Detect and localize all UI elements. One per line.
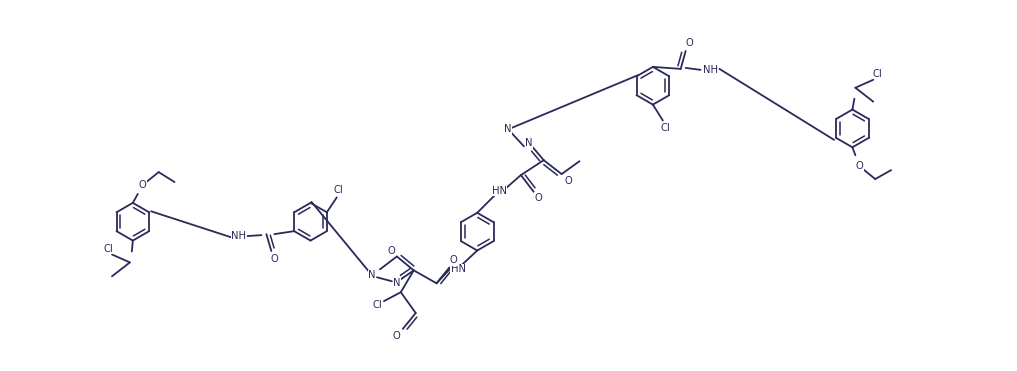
Text: Cl: Cl	[873, 69, 882, 79]
Text: O: O	[685, 38, 694, 48]
Text: O: O	[564, 176, 573, 186]
Text: NH: NH	[703, 65, 718, 75]
Text: O: O	[450, 256, 458, 265]
Text: N: N	[394, 278, 401, 288]
Text: O: O	[139, 180, 146, 190]
Text: N: N	[525, 138, 533, 148]
Text: HN: HN	[451, 265, 466, 275]
Text: NH: NH	[231, 231, 246, 241]
Text: HN: HN	[491, 186, 506, 196]
Text: O: O	[271, 254, 279, 264]
Text: Cl: Cl	[103, 243, 113, 253]
Text: Cl: Cl	[661, 124, 670, 134]
Text: O: O	[393, 331, 401, 341]
Text: O: O	[535, 193, 543, 203]
Text: O: O	[387, 246, 395, 256]
Text: O: O	[855, 161, 863, 171]
Text: Cl: Cl	[334, 186, 344, 196]
Text: N: N	[368, 270, 375, 280]
Text: N: N	[504, 124, 512, 134]
Text: Cl: Cl	[372, 300, 381, 310]
